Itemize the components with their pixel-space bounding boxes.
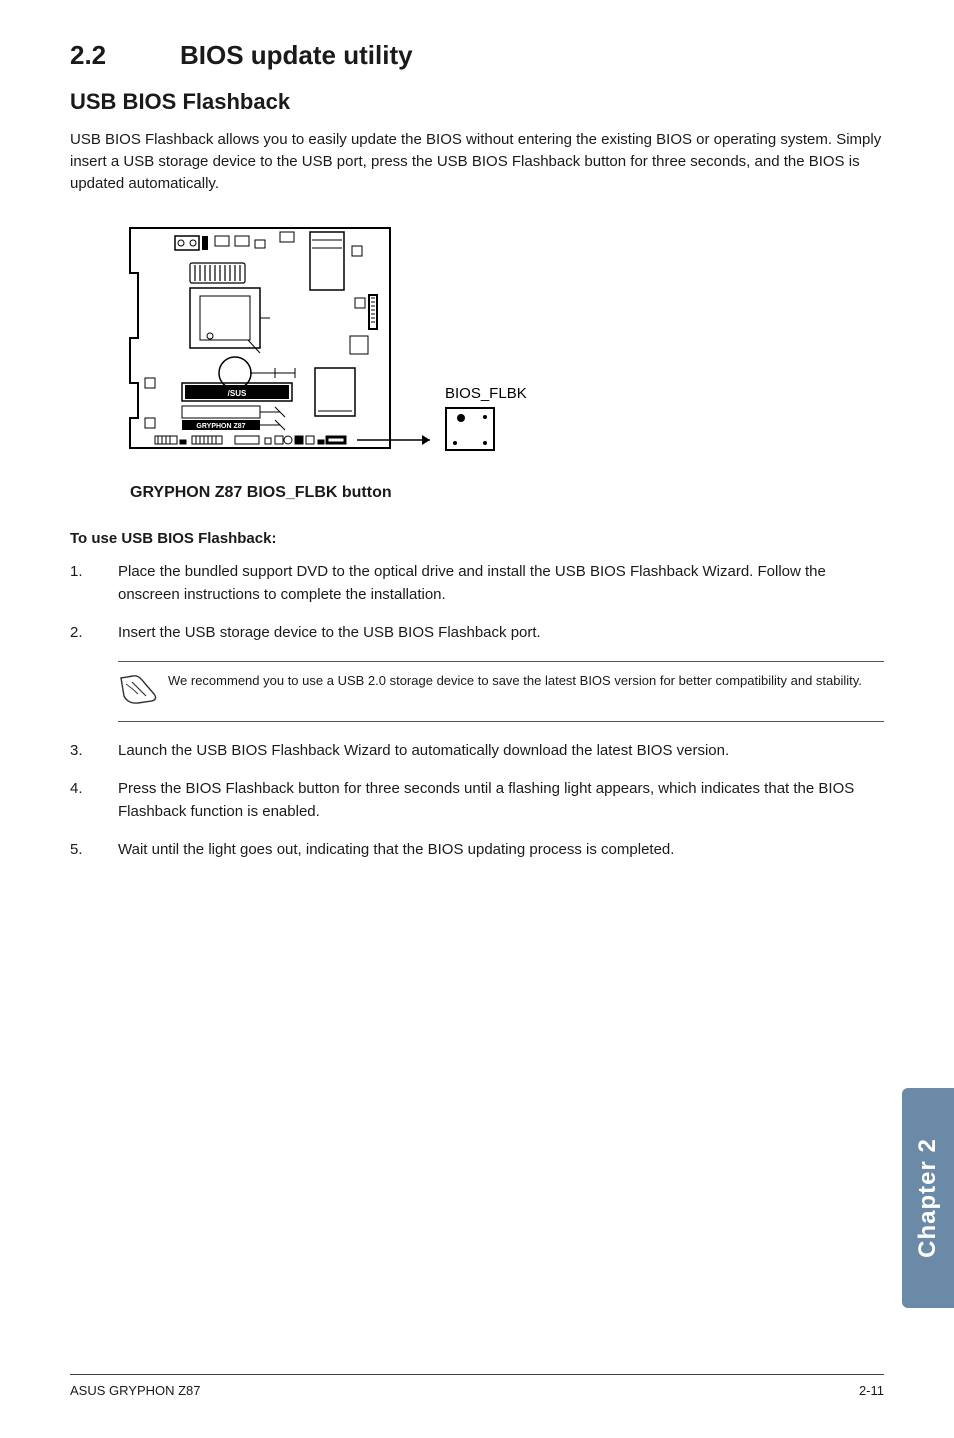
motherboard-diagram: /SUS GRYPHON Z87	[120, 218, 884, 478]
section-number: 2.2	[70, 40, 180, 71]
step-number: 1.	[70, 561, 118, 606]
step-number: 3.	[70, 740, 118, 763]
step-text: Place the bundled support DVD to the opt…	[118, 561, 884, 606]
footer-left: ASUS GRYPHON Z87	[70, 1383, 201, 1398]
step-text: Launch the USB BIOS Flashback Wizard to …	[118, 740, 884, 763]
step-text: Insert the USB storage device to the USB…	[118, 622, 884, 645]
hand-note-icon	[118, 672, 168, 711]
sub-title: USB BIOS Flashback	[70, 89, 884, 115]
step-text: Press the BIOS Flashback button for thre…	[118, 778, 884, 823]
diagram-caption: GRYPHON Z87 BIOS_FLBK button	[130, 484, 884, 502]
step-number: 5.	[70, 839, 118, 862]
note-block: We recommend you to use a USB 2.0 storag…	[118, 661, 884, 722]
steps-heading: To use USB BIOS Flashback:	[70, 530, 884, 547]
section-title: 2.2BIOS update utility	[70, 40, 884, 71]
list-item: 1. Place the bundled support DVD to the …	[70, 561, 884, 606]
list-item: 4. Press the BIOS Flashback button for t…	[70, 778, 884, 823]
step-number: 4.	[70, 778, 118, 823]
steps-list-after: 3. Launch the USB BIOS Flashback Wizard …	[70, 740, 884, 862]
note-text: We recommend you to use a USB 2.0 storag…	[168, 672, 884, 690]
intro-paragraph: USB BIOS Flashback allows you to easily …	[70, 129, 884, 194]
page-footer: ASUS GRYPHON Z87 2-11	[70, 1374, 884, 1398]
svg-text:/SUS: /SUS	[228, 389, 247, 398]
board-model-label: GRYPHON Z87	[196, 423, 245, 430]
step-text: Wait until the light goes out, indicatin…	[118, 839, 884, 862]
bios-flbk-label: BIOS_FLBK	[445, 385, 527, 402]
footer-right: 2-11	[859, 1383, 884, 1398]
steps-list-before: 1. Place the bundled support DVD to the …	[70, 561, 884, 645]
chapter-tab: Chapter 2	[902, 1088, 954, 1308]
chapter-tab-label: Chapter 2	[914, 1138, 942, 1258]
list-item: 5. Wait until the light goes out, indica…	[70, 839, 884, 862]
list-item: 2. Insert the USB storage device to the …	[70, 622, 884, 645]
step-number: 2.	[70, 622, 118, 645]
section-title-text: BIOS update utility	[180, 40, 413, 70]
list-item: 3. Launch the USB BIOS Flashback Wizard …	[70, 740, 884, 763]
